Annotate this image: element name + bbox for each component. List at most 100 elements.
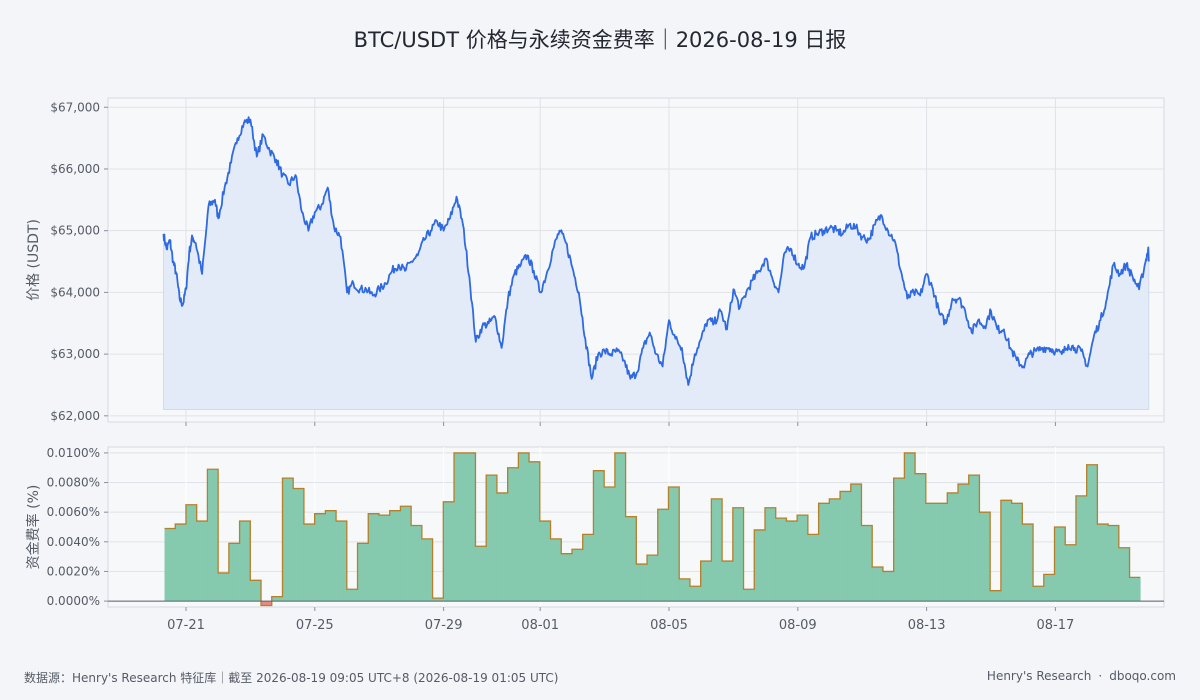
price-y-ticks: $62,000 $63,000 $64,000 $65,000 $66,000 $67,0… xyxy=(50,100,108,423)
price-y-tick-label: $65,000 xyxy=(50,224,100,238)
funding-rate-bar xyxy=(818,503,830,602)
funding-rate-bar xyxy=(936,503,948,602)
chart-title: BTC/USDT 价格与永续资金费率｜2026-08-19 日报 xyxy=(353,28,847,52)
funding-rate-bar xyxy=(1033,586,1045,602)
funding-rate-bar xyxy=(840,491,852,602)
x-tick-label: 07-21 xyxy=(167,618,205,633)
funding-rate-bar xyxy=(1086,464,1098,602)
funding-rate-bar xyxy=(282,478,294,602)
data-source-note: 数据源：Henry's Research 特征库｜截至 2026-08-19 0… xyxy=(24,671,559,685)
funding-rate-bar xyxy=(421,538,433,602)
funding-rate-bar xyxy=(1054,527,1066,602)
funding-rate-bar xyxy=(293,488,305,602)
funding-y-ticks: 0.0000% 0.0020% 0.0040% 0.0060% 0.0080% 0.010… xyxy=(47,446,108,608)
funding-rate-bar xyxy=(904,452,916,602)
funding-rate-bar xyxy=(711,498,723,602)
funding-rate-bar xyxy=(185,504,197,602)
funding-rate-bar xyxy=(207,469,219,602)
funding-rate-bar xyxy=(872,567,884,602)
funding-rate-bar xyxy=(271,596,283,602)
funding-rate-bar xyxy=(1097,524,1109,602)
funding-rate-bar xyxy=(464,452,476,602)
funding-rate-bar xyxy=(625,516,637,602)
funding-rate-bar xyxy=(368,513,380,602)
funding-rate-bar xyxy=(732,507,744,602)
funding-y-axis-label: 资金费率 (%) xyxy=(25,485,42,570)
brand-name: Henry's Research xyxy=(986,669,1092,683)
funding-y-tick-label: 0.0000% xyxy=(47,594,100,608)
x-tick-label: 07-25 xyxy=(296,618,334,633)
funding-rate-bar xyxy=(689,586,701,602)
funding-rate-bar xyxy=(647,555,659,602)
funding-rate-bar xyxy=(261,601,273,606)
x-tick-label: 07-29 xyxy=(425,618,463,633)
price-y-axis-label: 价格 (USDT) xyxy=(26,219,42,301)
funding-rate-bar xyxy=(990,590,1002,602)
funding-rate-bar xyxy=(786,521,798,602)
footer-separator: · xyxy=(1098,669,1103,683)
funding-rate-bar xyxy=(764,507,777,602)
funding-rate-bar xyxy=(1011,503,1023,602)
funding-rate-bar xyxy=(979,512,991,602)
x-tick-label: 08-17 xyxy=(1037,618,1075,633)
price-panel: $62,000 $63,000 $64,000 $65,000 $66,000 $67,0… xyxy=(26,97,1165,426)
funding-rate-bar xyxy=(679,578,691,602)
funding-rate-bar xyxy=(400,506,412,602)
funding-rate-bar xyxy=(550,538,562,602)
price-y-tick-label: $67,000 xyxy=(50,100,100,114)
funding-rate-bar xyxy=(775,518,787,602)
funding-rate-bar xyxy=(657,509,669,602)
price-y-tick-label: $62,000 xyxy=(50,409,100,423)
x-tick-label: 08-01 xyxy=(521,618,559,633)
funding-rate-bar xyxy=(1108,525,1120,602)
funding-rate-bar xyxy=(1118,547,1130,602)
x-tick-label: 08-09 xyxy=(779,618,817,633)
funding-panel: 0.0000% 0.0020% 0.0040% 0.0060% 0.0080% 0.010… xyxy=(25,446,1165,633)
price-line xyxy=(162,116,1150,386)
funding-rate-bar xyxy=(797,515,809,602)
funding-y-tick-label: 0.0020% xyxy=(47,564,100,578)
funding-rate-bar xyxy=(336,521,348,602)
funding-y-tick-label: 0.0040% xyxy=(47,535,100,549)
funding-rate-bar xyxy=(454,452,466,602)
funding-rate-bar xyxy=(303,524,315,602)
funding-step-area xyxy=(164,452,1141,606)
funding-rate-bar xyxy=(561,553,573,602)
funding-rate-bar xyxy=(722,561,734,602)
price-y-tick-label: $66,000 xyxy=(50,162,100,176)
funding-rate-bar xyxy=(700,561,712,602)
funding-rate-bar xyxy=(968,475,980,602)
funding-rate-bar xyxy=(1129,577,1141,602)
funding-rate-bar xyxy=(893,478,905,602)
funding-rate-bar xyxy=(604,487,616,602)
funding-rate-bar xyxy=(754,529,766,602)
funding-rate-bar xyxy=(250,580,262,602)
funding-rate-bar xyxy=(346,589,358,602)
funding-rate-bar xyxy=(357,543,369,602)
funding-step-line xyxy=(164,452,1141,607)
funding-rate-bar xyxy=(958,484,970,602)
funding-rate-bar xyxy=(378,515,390,602)
funding-y-tick-label: 0.0080% xyxy=(47,476,100,490)
funding-rate-bar xyxy=(1043,574,1055,602)
funding-rate-bar xyxy=(1022,524,1034,602)
x-tick-label: 08-13 xyxy=(908,618,946,633)
site-link[interactable]: dboqo.com xyxy=(1109,669,1176,683)
funding-rate-bar xyxy=(432,598,444,602)
funding-rate-bar xyxy=(850,484,862,602)
x-tick-label: 08-05 xyxy=(650,618,688,633)
funding-rate-bar xyxy=(1000,500,1012,602)
price-y-tick-label: $64,000 xyxy=(50,285,100,299)
funding-rate-bar xyxy=(196,521,208,602)
funding-rate-bar xyxy=(915,473,927,602)
funding-rate-bar xyxy=(743,589,755,602)
funding-rate-bar xyxy=(882,571,894,602)
funding-rate-bar xyxy=(861,525,873,602)
funding-rate-bar xyxy=(614,452,626,602)
funding-rate-bar xyxy=(325,510,337,602)
funding-rate-bar xyxy=(175,524,187,602)
funding-rate-bar xyxy=(582,534,594,602)
funding-rate-bar xyxy=(496,492,508,602)
funding-rate-bar xyxy=(636,564,648,602)
